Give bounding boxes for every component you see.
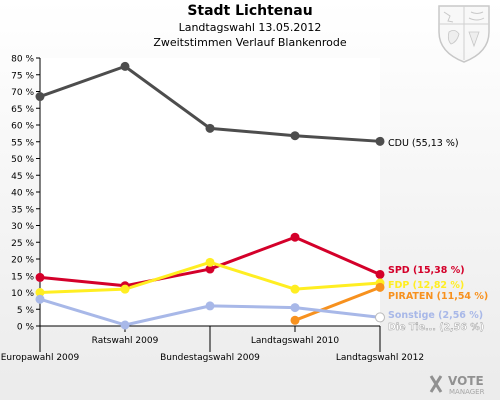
data-point-sonstige [290, 303, 300, 313]
y-tick-label: 0 % [17, 323, 35, 333]
data-point-fdp [205, 257, 215, 267]
data-point-die-tierschutzpartei [375, 312, 385, 323]
y-tick-label: 20 % [11, 256, 34, 266]
chart-axes: 0 % 5 % 10 % 15 % 20 % 25 % 30 % 35 % 40 % 45 % 50… [1, 55, 424, 364]
votemanager-logo: VOTE MANAGER [429, 374, 485, 396]
series-label-fdp: FDP (12,82 %) [388, 280, 464, 291]
x-tick-label: Bundestagswahl 2009 [160, 353, 260, 363]
chart-title: Stadt Lichtenau [187, 3, 313, 19]
data-point-fdp [35, 288, 45, 297]
data-point-spd [290, 232, 300, 242]
y-tick-label: 40 % [11, 189, 34, 199]
data-point-spd [35, 272, 45, 282]
data-point-spd [375, 269, 385, 279]
data-point-piraten [375, 282, 385, 292]
y-tick-label: 55 % [11, 138, 34, 148]
data-point-spd [205, 264, 215, 274]
y-tick-label: 75 % [11, 71, 34, 81]
data-point-cdu [205, 123, 215, 133]
data-point-fdp [120, 284, 130, 294]
series-line-piraten [294, 285, 381, 322]
y-tick-label: 15 % [11, 272, 34, 282]
chart-subtitle-election: Landtagswahl 13.05.2012 [178, 21, 322, 34]
series-label-cdu: CDU (55,13 %) [388, 138, 459, 149]
series-label-die-tierschutzpartei: Die Tie... (2,56 %) [388, 322, 484, 333]
logo-text-vote: VOTE [448, 374, 484, 388]
x-tick-label: Ratswahl 2009 [92, 336, 159, 346]
y-tick-label: 30 % [11, 222, 34, 232]
plot-area [40, 58, 380, 326]
data-points [35, 61, 385, 330]
series-label-sonstige: Sonstige (2,56 %) [388, 310, 483, 321]
x-tick-label: Landtagswahl 2012 [336, 353, 424, 363]
chart-subtitle-description: Zweitstimmen Verlauf Blankenrode [153, 36, 347, 49]
x-tick-label: Europawahl 2009 [1, 353, 80, 363]
y-tick-label: 25 % [11, 239, 34, 249]
series-label-spd: SPD (15,38 %) [388, 265, 465, 276]
y-tick-label: 70 % [11, 88, 34, 98]
data-point-cdu [375, 136, 385, 146]
data-point-sonstige [35, 294, 45, 304]
series-labels: CDU (55,13 %) SPD (15,38 %) FDP (12,82 %)P… [388, 138, 488, 333]
data-point-sonstige [120, 320, 130, 330]
x-tick-label: Landtagswahl 2010 [251, 336, 340, 346]
data-point-cdu [35, 92, 45, 102]
y-tick-label: 50 % [11, 155, 34, 165]
data-point-cdu [290, 131, 300, 141]
y-tick-label: 45 % [11, 172, 34, 182]
y-tick-label: 5 % [17, 306, 35, 316]
coat-of-arms-icon [438, 5, 490, 63]
data-point-piraten [290, 315, 300, 325]
data-point-cdu [120, 61, 130, 71]
data-point-fdp [290, 284, 300, 294]
y-tick-label: 60 % [11, 122, 34, 132]
y-tick-label: 80 % [11, 55, 34, 65]
y-tick-label: 35 % [11, 205, 34, 215]
logo-text-manager: MANAGER [449, 388, 485, 396]
series-label-piraten: PIRATEN (11,54 %) [388, 291, 488, 302]
y-tick-label: 65 % [11, 105, 34, 115]
y-tick-label: 10 % [11, 289, 34, 299]
data-point-sonstige [205, 301, 215, 311]
